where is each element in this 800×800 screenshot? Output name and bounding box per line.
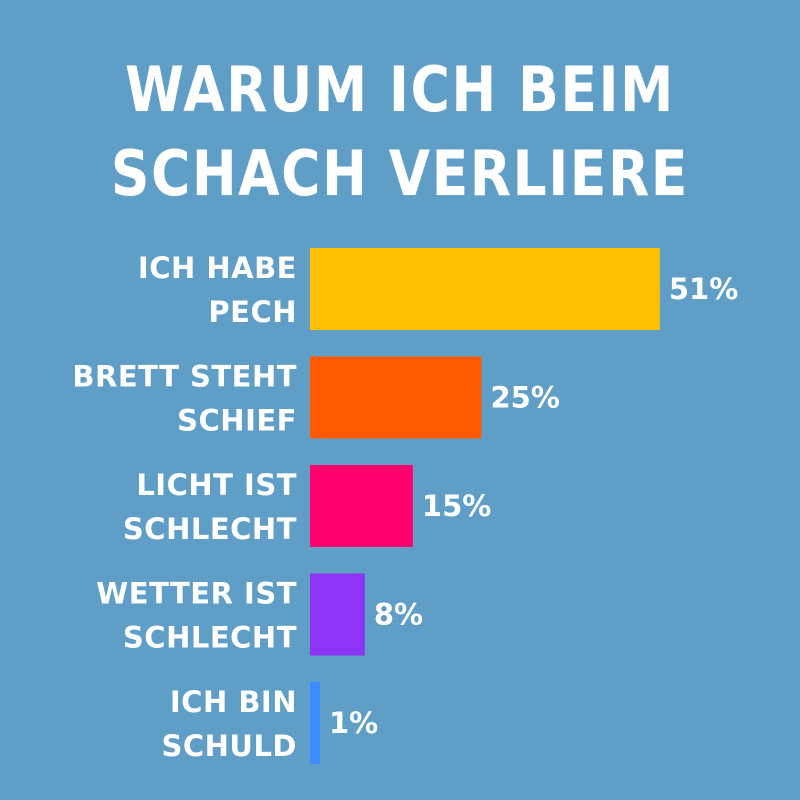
category-label-3-line-2: SCHLECHT: [123, 512, 297, 546]
bar-3: [310, 465, 413, 547]
category-label-4-line-2: SCHLECHT: [123, 621, 297, 655]
value-label-3: 15%: [422, 489, 491, 523]
value-label-4: 8%: [374, 598, 423, 632]
category-label-5-line-1: ICH BIN: [170, 685, 297, 719]
category-label-4-line-1: WETTER IST: [96, 577, 297, 611]
chart-title: WARUM ICH BEIM SCHACH VERLIERE: [56, 48, 744, 216]
category-label-3-line-1: LICHT IST: [136, 468, 297, 502]
chart-title-line-1: WARUM ICH BEIM: [125, 53, 675, 126]
value-label-2: 25%: [491, 381, 560, 415]
category-label-1-line-2: PECH: [208, 295, 297, 329]
category-label-5-line-2: SCHULD: [161, 729, 297, 763]
bar-5: [310, 682, 320, 764]
bar-2: [310, 356, 482, 439]
bar-4: [310, 573, 365, 656]
value-label-1: 51%: [669, 272, 738, 306]
category-label-2-line-2: SCHIEF: [177, 404, 297, 438]
chart-title-line-2: SCHACH VERLIERE: [110, 137, 690, 210]
value-label-5: 1%: [329, 706, 378, 740]
category-label-1-line-1: ICH HABE: [138, 251, 297, 285]
category-label-2-line-1: BRETT STEHT: [72, 360, 297, 394]
bar-1: [310, 248, 660, 330]
